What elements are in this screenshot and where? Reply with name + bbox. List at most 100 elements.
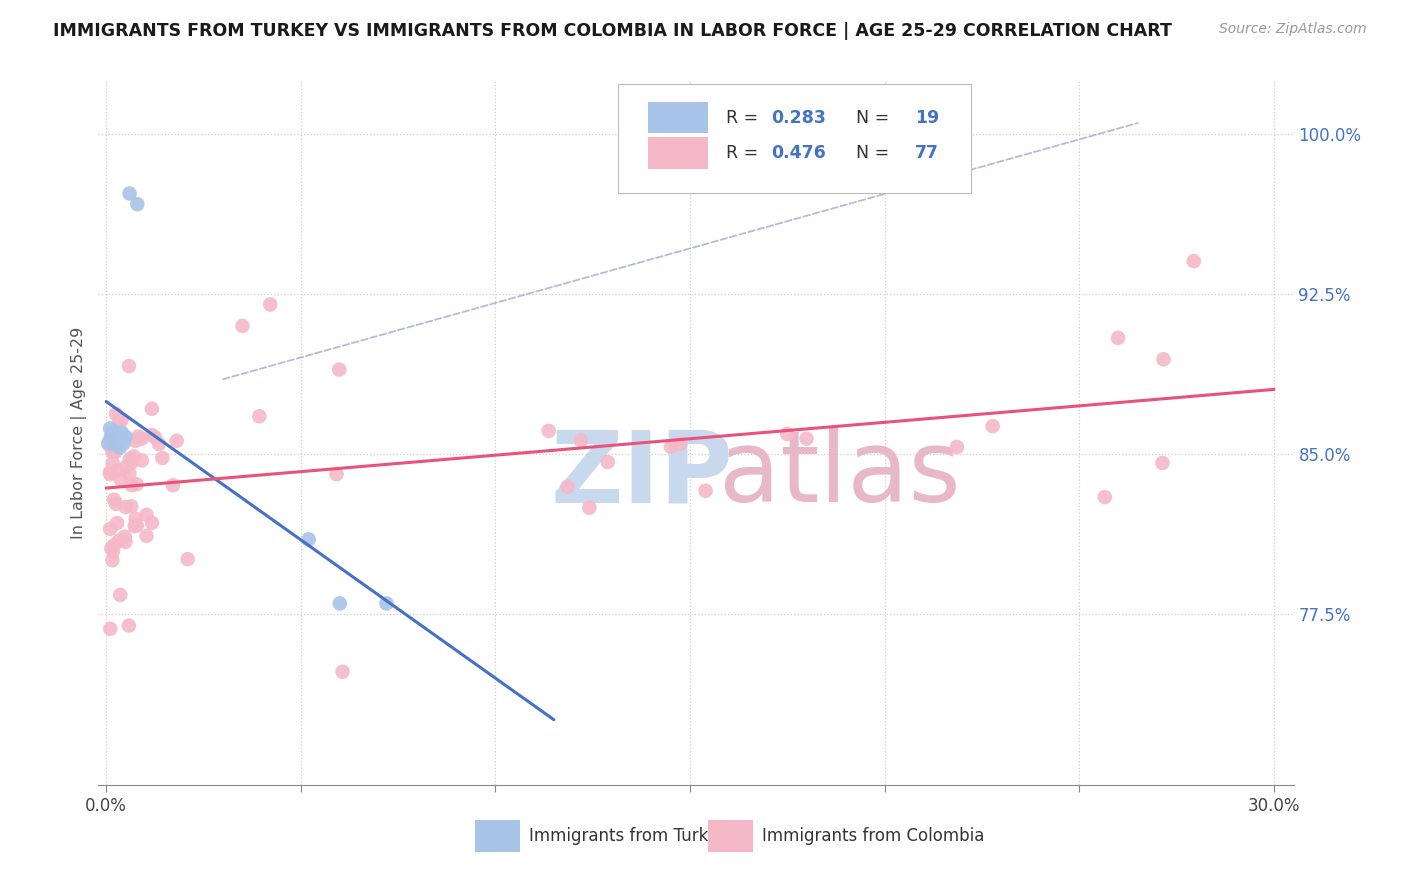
FancyBboxPatch shape — [648, 102, 709, 134]
Text: 19: 19 — [915, 109, 939, 127]
Point — [108, 441, 131, 455]
Point — [150, 450, 173, 465]
Point — [1094, 490, 1116, 504]
Point — [141, 401, 163, 416]
Text: 0.476: 0.476 — [772, 144, 825, 161]
Point — [104, 497, 127, 511]
Point — [105, 516, 128, 530]
Point — [557, 480, 579, 494]
Point — [659, 440, 682, 454]
Point — [114, 430, 136, 444]
Point — [104, 425, 127, 440]
Point — [127, 197, 149, 211]
Point — [100, 541, 122, 556]
Text: R =: R = — [725, 109, 763, 127]
Point — [114, 535, 136, 549]
Point — [101, 425, 124, 440]
Point — [111, 425, 134, 440]
Point — [108, 414, 131, 428]
Text: Immigrants from Colombia: Immigrants from Colombia — [762, 827, 984, 845]
Point — [118, 451, 141, 466]
Point — [669, 436, 692, 450]
Point — [776, 426, 799, 441]
Point — [247, 409, 270, 424]
Point — [259, 297, 281, 311]
Point — [104, 407, 127, 421]
Point — [578, 500, 600, 515]
Point — [131, 432, 153, 446]
Point — [110, 473, 132, 487]
Point — [177, 552, 200, 566]
Point — [125, 518, 148, 533]
Point — [98, 434, 121, 448]
Text: R =: R = — [725, 144, 763, 161]
Point — [98, 439, 121, 453]
FancyBboxPatch shape — [619, 84, 972, 193]
Point — [120, 456, 142, 470]
Point — [108, 533, 131, 548]
Point — [131, 453, 153, 467]
Point — [101, 456, 124, 470]
Point — [103, 538, 125, 552]
Point — [166, 434, 188, 448]
Point — [1107, 331, 1129, 345]
Point — [141, 428, 163, 442]
Point — [375, 597, 398, 611]
Point — [143, 430, 166, 444]
Point — [101, 553, 124, 567]
Text: Immigrants from Turkey: Immigrants from Turkey — [529, 827, 727, 845]
Point — [115, 459, 138, 474]
Point — [141, 516, 163, 530]
Point — [107, 436, 129, 450]
Point — [104, 445, 127, 459]
Point — [1182, 254, 1205, 268]
Point — [114, 500, 136, 514]
Point — [127, 429, 149, 443]
FancyBboxPatch shape — [475, 821, 520, 852]
Point — [332, 665, 354, 679]
Point — [124, 434, 146, 448]
Point — [118, 186, 141, 201]
Point — [124, 519, 146, 533]
Point — [101, 445, 124, 459]
Point — [125, 511, 148, 525]
Point — [121, 478, 143, 492]
Point — [796, 432, 818, 446]
Point — [118, 359, 141, 373]
Point — [98, 467, 121, 481]
Point — [122, 450, 145, 464]
Point — [104, 432, 127, 446]
Point — [103, 436, 125, 450]
Point — [135, 508, 157, 522]
Point — [98, 465, 121, 479]
Point — [946, 440, 969, 454]
Point — [1152, 456, 1174, 470]
Point — [162, 478, 184, 492]
Text: 0.283: 0.283 — [772, 109, 827, 127]
Text: Source: ZipAtlas.com: Source: ZipAtlas.com — [1219, 22, 1367, 37]
Point — [135, 529, 157, 543]
Point — [107, 463, 129, 477]
Point — [298, 533, 321, 547]
Point — [1153, 352, 1175, 367]
Point — [981, 419, 1004, 434]
Point — [111, 434, 134, 449]
Point — [695, 483, 717, 498]
Point — [569, 434, 592, 448]
Text: N =: N = — [845, 109, 896, 127]
Point — [110, 588, 132, 602]
Y-axis label: In Labor Force | Age 25-29: In Labor Force | Age 25-29 — [72, 326, 87, 539]
FancyBboxPatch shape — [648, 137, 709, 169]
Point — [100, 430, 122, 444]
Point — [231, 318, 253, 333]
Point — [107, 430, 129, 444]
Point — [111, 413, 134, 427]
Point — [329, 597, 352, 611]
FancyBboxPatch shape — [709, 821, 754, 852]
Point — [596, 455, 619, 469]
Text: IMMIGRANTS FROM TURKEY VS IMMIGRANTS FROM COLOMBIA IN LABOR FORCE | AGE 25-29 CO: IMMIGRANTS FROM TURKEY VS IMMIGRANTS FRO… — [53, 22, 1173, 40]
Point — [103, 492, 125, 507]
Point — [114, 530, 136, 544]
Point — [101, 544, 124, 558]
Point — [118, 618, 141, 632]
